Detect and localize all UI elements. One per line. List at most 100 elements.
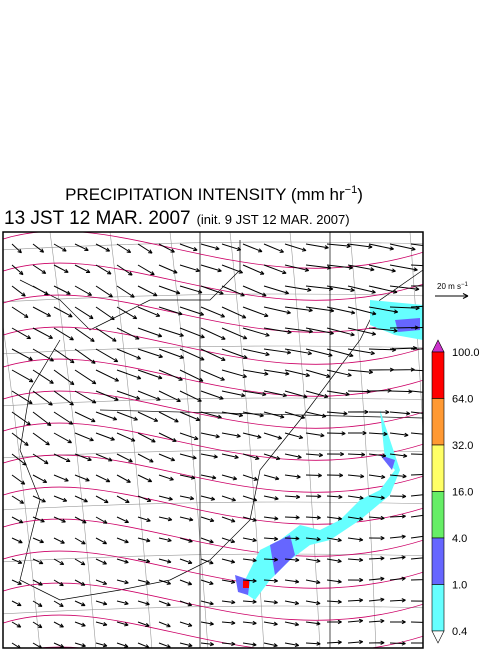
wind-arrow xyxy=(263,621,278,626)
colorbar-segment xyxy=(431,351,445,399)
precipitation-cell xyxy=(243,581,249,588)
wind-arrow xyxy=(221,327,248,340)
wind-arrow xyxy=(326,640,342,645)
wind-arrow xyxy=(53,558,65,566)
wind-arrow xyxy=(410,432,423,435)
wind-arrow xyxy=(158,369,183,381)
wind-arrow xyxy=(389,411,411,416)
wind-arrow xyxy=(116,369,142,380)
wind-arrow xyxy=(95,327,117,342)
wind-arrow xyxy=(326,264,353,270)
wind-arrow xyxy=(32,369,54,384)
wind-arrow xyxy=(221,306,247,319)
wind-arrow xyxy=(368,556,385,561)
wind-arrow xyxy=(326,451,345,457)
wind-arrow xyxy=(158,537,172,543)
wind-arrow xyxy=(137,243,153,254)
wind-arrow xyxy=(347,264,375,272)
wind-arrow xyxy=(200,453,218,459)
wind-arrow xyxy=(179,642,193,648)
wind-arrow xyxy=(200,558,214,565)
wind-arrow xyxy=(200,243,220,251)
wind-arrow xyxy=(32,474,48,483)
wind-arrow xyxy=(221,558,236,564)
wind-arrow xyxy=(74,369,97,385)
isobar xyxy=(3,390,423,429)
wind-arrow xyxy=(263,411,285,419)
wind-arrow xyxy=(158,474,174,481)
wind-arrow xyxy=(221,243,242,251)
wind-arrow xyxy=(53,411,74,425)
wind-arrow xyxy=(116,243,132,254)
wind-arrow xyxy=(158,600,171,607)
wind-arrow xyxy=(221,285,245,297)
wind-arrow xyxy=(305,327,334,335)
colorbar-segment xyxy=(431,444,445,492)
wind-arrow xyxy=(326,369,352,377)
graticule xyxy=(349,232,377,648)
wind-arrow xyxy=(137,327,163,338)
wind-arrow xyxy=(200,579,214,585)
wind-arrow xyxy=(74,306,94,320)
wind-arrow xyxy=(242,432,262,439)
wind-arrow xyxy=(95,411,118,421)
wind-arrow xyxy=(221,537,236,544)
wind-arrow xyxy=(242,390,267,397)
wind-arrow xyxy=(137,390,161,401)
wind-arrow xyxy=(158,621,171,628)
wind-arrow xyxy=(368,327,398,333)
wind-arrow xyxy=(200,306,226,318)
wind-arrow xyxy=(368,495,385,500)
wind-arrow xyxy=(221,348,248,360)
wind-arrow xyxy=(326,473,344,478)
isobar xyxy=(3,582,423,621)
wind-arrow xyxy=(11,600,22,607)
wind-arrow xyxy=(305,390,329,399)
wind-arrow xyxy=(242,411,264,418)
map xyxy=(2,231,424,649)
graticule xyxy=(3,553,423,563)
isobar xyxy=(3,232,423,269)
wind-arrow xyxy=(53,327,74,341)
wind-arrow xyxy=(179,495,195,501)
wind-arrow xyxy=(137,432,156,443)
wind-arrow xyxy=(158,516,173,522)
wind-arrow xyxy=(158,306,183,316)
title-close: ) xyxy=(357,185,363,204)
wind-arrow xyxy=(305,641,321,646)
wind-arrow xyxy=(347,557,364,563)
wind-arrow xyxy=(95,621,108,627)
colorbar-label: 64.0 xyxy=(452,394,473,406)
wind-arrow xyxy=(179,579,193,586)
wind-arrow xyxy=(368,453,387,458)
graticule xyxy=(3,397,423,407)
wind-arrow xyxy=(263,285,290,295)
wind-arrow xyxy=(116,474,131,483)
wind-arrow xyxy=(137,516,151,522)
wind-arrow xyxy=(347,598,364,603)
wind-arrow xyxy=(53,474,69,482)
wind-arrow xyxy=(32,495,46,503)
precipitation-area xyxy=(395,318,420,332)
wind-arrow xyxy=(347,516,364,522)
wind-arrow xyxy=(284,432,304,440)
wind-arrow xyxy=(116,558,129,564)
wind-arrow xyxy=(137,306,161,317)
colorbar-label: 0.4 xyxy=(452,626,467,638)
wind-arrow xyxy=(410,578,423,581)
wind-arrow xyxy=(11,453,27,466)
wind-arrow xyxy=(11,621,22,628)
wind-arrow xyxy=(158,558,172,564)
wind-arrow xyxy=(200,327,226,340)
isobar xyxy=(3,326,423,365)
wind-arrow xyxy=(368,243,394,251)
wind-arrow xyxy=(347,389,371,394)
wind-arrow xyxy=(326,494,343,500)
wind-arrow xyxy=(305,264,332,270)
wind-arrow xyxy=(389,598,406,603)
colorbar-label: 32.0 xyxy=(452,440,473,452)
wind-arrow xyxy=(32,537,44,544)
wind-arrow xyxy=(11,579,22,585)
wind-arrow xyxy=(74,516,87,524)
wind-arrow xyxy=(95,516,108,524)
